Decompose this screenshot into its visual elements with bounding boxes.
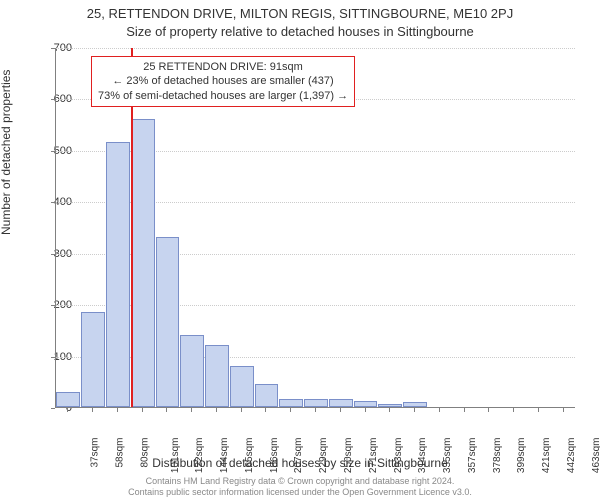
chart-subtitle: Size of property relative to detached ho… bbox=[0, 24, 600, 39]
bar bbox=[304, 399, 328, 407]
xtick-mark bbox=[92, 408, 93, 412]
chart-container: 25, RETTENDON DRIVE, MILTON REGIS, SITTI… bbox=[0, 0, 600, 500]
bar bbox=[279, 399, 303, 407]
annotation-line-1: 25 RETTENDON DRIVE: 91sqm bbox=[98, 60, 348, 74]
x-ticks: 37sqm58sqm80sqm101sqm122sqm144sqm165sqm1… bbox=[55, 408, 575, 458]
annotation-line-2: ← 23% of detached houses are smaller (43… bbox=[98, 74, 348, 88]
bar bbox=[81, 312, 105, 407]
x-axis-label: Distribution of detached houses by size … bbox=[0, 456, 600, 470]
bar bbox=[403, 402, 427, 407]
xtick-mark bbox=[365, 408, 366, 412]
bar bbox=[230, 366, 254, 407]
bar bbox=[205, 345, 229, 407]
footer: Contains HM Land Registry data © Crown c… bbox=[0, 476, 600, 498]
chart-title: 25, RETTENDON DRIVE, MILTON REGIS, SITTI… bbox=[0, 6, 600, 21]
bar bbox=[131, 119, 155, 407]
bar bbox=[329, 399, 353, 407]
xtick-mark bbox=[389, 408, 390, 412]
xtick-mark bbox=[117, 408, 118, 412]
xtick-mark bbox=[563, 408, 564, 412]
bar bbox=[354, 401, 378, 407]
xtick-mark bbox=[290, 408, 291, 412]
footer-line-1: Contains HM Land Registry data © Crown c… bbox=[0, 476, 600, 487]
annotation-line-3: 73% of semi-detached houses are larger (… bbox=[98, 89, 348, 103]
bar bbox=[56, 392, 80, 407]
footer-line-2: Contains public sector information licen… bbox=[0, 487, 600, 498]
xtick-mark bbox=[315, 408, 316, 412]
xtick-mark bbox=[439, 408, 440, 412]
annotation-box: 25 RETTENDON DRIVE: 91sqm ← 23% of detac… bbox=[91, 56, 355, 107]
gridline bbox=[56, 48, 575, 49]
xtick-mark bbox=[414, 408, 415, 412]
xtick-mark bbox=[191, 408, 192, 412]
xtick-mark bbox=[265, 408, 266, 412]
xtick-mark bbox=[67, 408, 68, 412]
bar bbox=[180, 335, 204, 407]
xtick-mark bbox=[340, 408, 341, 412]
xtick-mark bbox=[488, 408, 489, 412]
xtick-mark bbox=[538, 408, 539, 412]
xtick-mark bbox=[464, 408, 465, 412]
xtick-mark bbox=[142, 408, 143, 412]
y-axis-label: Number of detached properties bbox=[0, 70, 13, 235]
xtick-mark bbox=[513, 408, 514, 412]
bar bbox=[255, 384, 279, 407]
xtick-mark bbox=[166, 408, 167, 412]
xtick-mark bbox=[216, 408, 217, 412]
xtick-mark bbox=[241, 408, 242, 412]
bar bbox=[106, 142, 130, 407]
bar bbox=[378, 404, 402, 407]
bar bbox=[156, 237, 180, 407]
